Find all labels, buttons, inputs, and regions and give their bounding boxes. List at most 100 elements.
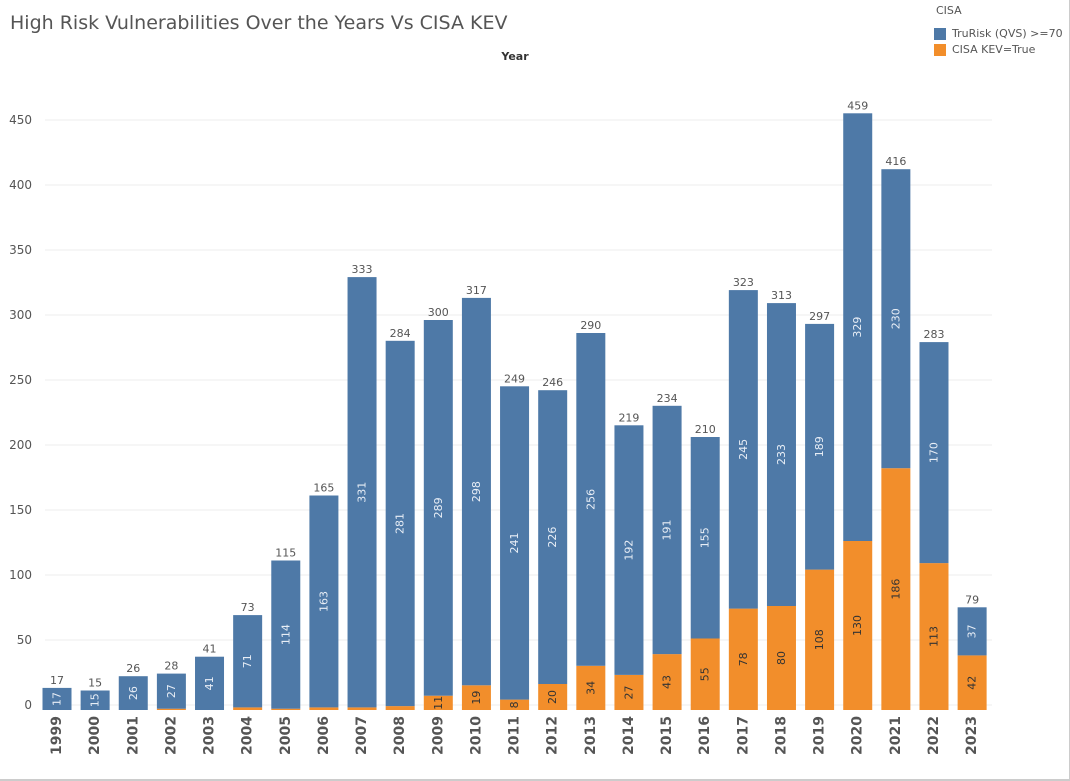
data-label-cisa-kev: 130 xyxy=(851,615,864,636)
y-tick-label: 250 xyxy=(9,373,32,387)
total-label: 416 xyxy=(885,155,906,168)
y-tick-label: 350 xyxy=(9,243,32,257)
data-label-trurisk: 17 xyxy=(51,692,64,706)
data-label-trurisk: 155 xyxy=(699,527,712,548)
data-label-cisa-kev: 27 xyxy=(622,685,635,699)
bar-trurisk xyxy=(118,676,148,710)
x-tick-label: 2005 xyxy=(278,716,294,755)
bar-trurisk xyxy=(919,342,949,564)
total-label: 459 xyxy=(847,99,868,112)
x-tick-label: 1999 xyxy=(49,716,65,755)
data-label-trurisk: 241 xyxy=(508,532,521,553)
bar-cisa-kev xyxy=(156,708,186,710)
x-tick-label: 2004 xyxy=(240,716,256,755)
data-label-cisa-kev: 20 xyxy=(546,690,559,704)
y-tick-label: 200 xyxy=(9,438,32,452)
legend-item-cisa-kev[interactable]: CISA KEV=True xyxy=(934,43,1063,56)
y-tick-label: 450 xyxy=(9,113,32,127)
bar-trurisk xyxy=(42,687,72,710)
x-tick-label: 2009 xyxy=(430,716,446,755)
bar-trurisk xyxy=(385,340,415,707)
bar-trurisk xyxy=(500,386,530,700)
total-label: 284 xyxy=(390,327,411,340)
chart-title: High Risk Vulnerabilities Over the Years… xyxy=(10,12,508,34)
total-label: 15 xyxy=(88,677,102,690)
x-tick-label: 2020 xyxy=(850,716,866,755)
total-label: 28 xyxy=(164,660,178,673)
bar-trurisk xyxy=(766,303,796,606)
bar-cisa-kev xyxy=(805,569,835,710)
bar-trurisk xyxy=(843,113,873,542)
total-label: 246 xyxy=(542,376,563,389)
data-label-cisa-kev: 108 xyxy=(813,629,826,650)
total-label: 290 xyxy=(580,319,601,332)
bar-cisa-kev xyxy=(233,707,263,710)
data-label-trurisk: 281 xyxy=(394,513,407,534)
x-tick-label: 2000 xyxy=(87,716,103,755)
total-label: 79 xyxy=(965,593,979,606)
data-label-trurisk: 170 xyxy=(927,442,940,463)
bar-trurisk xyxy=(538,390,568,684)
bar-cisa-kev xyxy=(766,606,796,710)
bar-cisa-kev xyxy=(385,706,415,710)
legend-swatch-trurisk xyxy=(934,27,946,40)
x-tick-label: 2022 xyxy=(926,716,942,755)
x-tick-label: 2001 xyxy=(125,716,141,755)
data-label-trurisk: 331 xyxy=(356,482,369,503)
total-label: 41 xyxy=(203,643,217,656)
data-label-cisa-kev: 42 xyxy=(966,676,979,690)
data-label-trurisk: 71 xyxy=(241,654,254,668)
bar-trurisk xyxy=(233,615,263,708)
data-label-trurisk: 15 xyxy=(89,693,102,707)
data-label-trurisk: 289 xyxy=(432,497,445,518)
bar-trurisk xyxy=(271,560,301,709)
x-tick-label: 2007 xyxy=(354,716,370,755)
total-label: 249 xyxy=(504,372,525,385)
data-label-cisa-kev: 8 xyxy=(508,701,521,708)
data-label-trurisk: 298 xyxy=(470,481,483,502)
total-label: 300 xyxy=(428,306,449,319)
x-tick-label: 2023 xyxy=(964,716,980,755)
bar-cisa-kev xyxy=(538,684,568,710)
data-label-trurisk: 189 xyxy=(813,436,826,457)
x-axis-title: Year xyxy=(500,50,529,63)
bar-cisa-kev xyxy=(500,699,530,710)
data-label-trurisk: 233 xyxy=(775,444,788,465)
total-label: 333 xyxy=(352,263,373,276)
total-label: 26 xyxy=(126,662,140,675)
x-tick-label: 2019 xyxy=(812,716,828,755)
data-label-cisa-kev: 80 xyxy=(775,651,788,665)
data-label-cisa-kev: 55 xyxy=(699,667,712,681)
bar-cisa-kev xyxy=(271,708,301,710)
total-label: 73 xyxy=(241,601,255,614)
bar-trurisk xyxy=(576,333,606,666)
total-label: 17 xyxy=(50,674,64,687)
data-label-trurisk: 27 xyxy=(165,684,178,698)
data-label-cisa-kev: 34 xyxy=(584,681,597,695)
bar-cisa-kev xyxy=(309,707,339,710)
data-label-trurisk: 329 xyxy=(851,317,864,338)
bar-cisa-kev xyxy=(347,707,377,710)
total-label: 297 xyxy=(809,310,830,323)
x-tick-label: 2021 xyxy=(888,716,904,755)
bar-cisa-kev xyxy=(614,674,644,710)
bar-trurisk xyxy=(423,320,453,696)
data-label-trurisk: 37 xyxy=(966,624,979,638)
data-label-trurisk: 41 xyxy=(203,676,216,690)
data-label-trurisk: 163 xyxy=(317,591,330,612)
legend-swatch-cisa-kev xyxy=(934,43,946,56)
data-label-trurisk: 26 xyxy=(127,686,140,700)
x-tick-label: 2017 xyxy=(735,716,751,755)
bar-trurisk xyxy=(461,297,491,686)
data-label-cisa-kev: 11 xyxy=(432,696,445,710)
legend-item-trurisk[interactable]: TruRisk (QVS) >=70 xyxy=(934,27,1063,40)
data-label-trurisk: 192 xyxy=(622,540,635,561)
data-label-trurisk: 226 xyxy=(546,527,559,548)
bar-trurisk xyxy=(156,673,186,709)
data-label-trurisk: 114 xyxy=(279,624,292,645)
bar-trurisk xyxy=(957,607,987,656)
bar-trurisk xyxy=(690,437,720,639)
y-tick-label: 0 xyxy=(24,698,32,712)
y-tick-label: 300 xyxy=(9,308,32,322)
